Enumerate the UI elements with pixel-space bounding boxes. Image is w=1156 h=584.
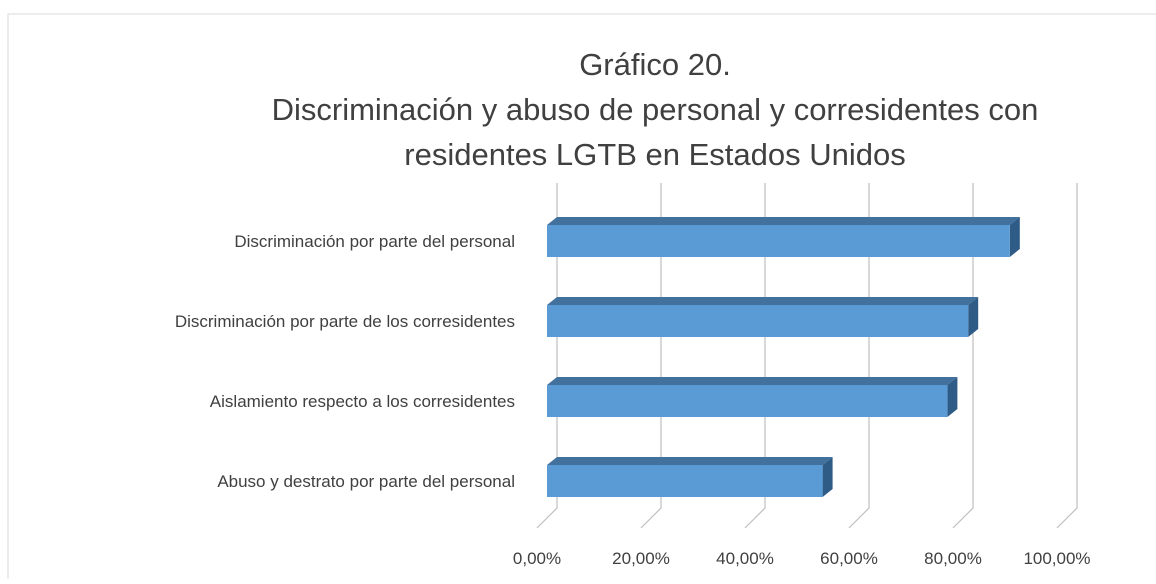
x-tick-label: 100,00% — [1023, 549, 1090, 568]
chart-title: Gráfico 20. — [579, 47, 731, 82]
x-tick-label: 40,00% — [716, 549, 774, 568]
chart-title: residentes LGTB en Estados Unidos — [404, 137, 905, 172]
y-tick-label: Discriminación por parte de los corresid… — [175, 312, 515, 331]
grid-line — [952, 183, 974, 529]
grid-line — [848, 183, 870, 529]
grid-line — [1056, 183, 1078, 529]
y-tick-label: Aislamiento respecto a los corresidentes — [210, 392, 515, 411]
grid-line — [536, 183, 558, 529]
bar — [547, 377, 958, 417]
chart-title: Discriminación y abuso de personal y cor… — [272, 92, 1039, 127]
bar — [547, 457, 833, 497]
grid-line — [640, 183, 662, 529]
grid-line — [744, 183, 766, 529]
x-tick-label: 20,00% — [612, 549, 670, 568]
bar — [547, 217, 1020, 257]
x-tick-label: 0,00% — [513, 549, 561, 568]
y-tick-label: Abuso y destrato por parte del personal — [217, 472, 515, 491]
x-tick-label: 60,00% — [820, 549, 878, 568]
x-tick-label: 80,00% — [924, 549, 982, 568]
y-tick-label: Discriminación por parte del personal — [234, 232, 515, 251]
bar — [547, 297, 979, 337]
